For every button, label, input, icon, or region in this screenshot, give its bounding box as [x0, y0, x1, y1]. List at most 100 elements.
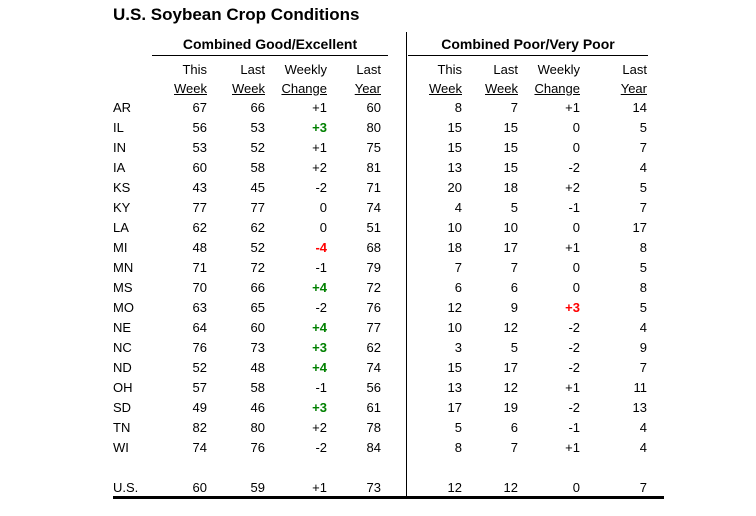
- ge-this-week-value: 43: [192, 180, 207, 195]
- ge-year-header-2: Year: [354, 81, 381, 96]
- table-row: AR 67 66 +1 60 8 7 +1 14: [113, 98, 647, 118]
- pvp-last-year-value: 5: [639, 180, 647, 195]
- table-row: ND 52 48 +4 74 15 17 -2 7: [113, 358, 647, 378]
- ge-last-week-value: 72: [250, 260, 265, 275]
- pvp-last-week-value: 5: [510, 340, 518, 355]
- ge-this-week-value: 71: [192, 260, 207, 275]
- pvp-this-header-1: This: [437, 62, 462, 77]
- pvp-weekly-change-value: -2: [568, 320, 580, 335]
- pvp-this-week-value: 15: [447, 120, 462, 135]
- ge-weekly-change-value: -2: [315, 300, 327, 315]
- pvp-this-week-value: 10: [447, 220, 462, 235]
- pvp-last-week-value: 12: [503, 480, 518, 495]
- state-label: MO: [113, 300, 134, 315]
- ge-weekly-change-value: -1: [315, 380, 327, 395]
- ge-last-week-value: 48: [250, 360, 265, 375]
- table-row-us-total: U.S. 60 59 +1 73 12 12 0 7: [113, 478, 647, 498]
- table-row: IA 60 58 +2 81 13 15 -2 4: [113, 158, 647, 178]
- state-label: ND: [113, 360, 132, 375]
- section-gap: [381, 178, 406, 198]
- pvp-last-year-value: 5: [639, 120, 647, 135]
- ge-last-header-1: Last: [240, 62, 265, 77]
- table-row: TN 82 80 +2 78 5 6 -1 4: [113, 418, 647, 438]
- pvp-weekly-change-value: 0: [572, 260, 580, 275]
- pvp-last-week-value: 5: [510, 200, 518, 215]
- ge-weekly-change-value: +3: [312, 400, 327, 415]
- ge-last-week-value: 59: [250, 480, 265, 495]
- pvp-weekly-change-value: -1: [568, 420, 580, 435]
- table-bottom-rule: [113, 496, 664, 499]
- pvp-this-week-value: 8: [454, 440, 462, 455]
- ge-weekly-change-value: -2: [315, 440, 327, 455]
- pvp-this-week-value: 10: [447, 320, 462, 335]
- section-gap: [381, 318, 406, 338]
- ge-last-year-value: 78: [366, 420, 381, 435]
- ge-change-header-2: Change: [281, 81, 327, 96]
- table-row: IN 53 52 +1 75 15 15 0 7: [113, 138, 647, 158]
- state-label: LA: [113, 220, 129, 235]
- pvp-last-year-value: 5: [639, 260, 647, 275]
- ge-weekly-change-value: +1: [312, 140, 327, 155]
- ge-last-year-value: 81: [366, 160, 381, 175]
- pvp-weekly-change-value: +1: [565, 240, 580, 255]
- section-gap: [381, 238, 406, 258]
- pvp-this-week-value: 12: [447, 480, 462, 495]
- section-header-poor-very-poor: Combined Poor/Very Poor: [408, 36, 648, 56]
- table-row: NE 64 60 +4 77 10 12 -2 4: [113, 318, 647, 338]
- ge-this-week-value: 76: [192, 340, 207, 355]
- table-row: MO 63 65 -2 76 12 9 +3 5: [113, 298, 647, 318]
- pvp-weekly-change-value: 0: [572, 220, 580, 235]
- ge-last-year-value: 74: [366, 360, 381, 375]
- ge-this-week-value: 67: [192, 100, 207, 115]
- ge-last-year-value: 75: [366, 140, 381, 155]
- ge-lastyear-header-1: Last: [356, 62, 381, 77]
- ge-this-week-value: 60: [192, 160, 207, 175]
- ge-this-week-value: 64: [192, 320, 207, 335]
- pvp-last-week-value: 6: [510, 420, 518, 435]
- table-row: MI 48 52 -4 68 18 17 +1 8: [113, 238, 647, 258]
- state-label: IN: [113, 140, 126, 155]
- ge-last-year-value: 76: [366, 300, 381, 315]
- pvp-last-year-value: 7: [639, 480, 647, 495]
- state-label: MI: [113, 240, 128, 255]
- pvp-weekly-change-value: -2: [568, 340, 580, 355]
- pvp-weekly-change-value: -2: [568, 360, 580, 375]
- ge-last-year-value: 61: [366, 400, 381, 415]
- section-gap: [381, 60, 406, 79]
- pvp-weekly-change-value: +1: [565, 440, 580, 455]
- pvp-this-week-value: 20: [447, 180, 462, 195]
- ge-last-week-value: 45: [250, 180, 265, 195]
- ge-this-week-value: 62: [192, 220, 207, 235]
- pvp-last-year-value: 13: [632, 400, 647, 415]
- section-gap: [381, 298, 406, 318]
- pvp-this-week-value: 18: [447, 240, 462, 255]
- pvp-this-week-value: 4: [454, 200, 462, 215]
- state-label: IA: [113, 160, 126, 175]
- state-label: NC: [113, 340, 132, 355]
- ge-weekly-change-value: 0: [319, 200, 327, 215]
- section-gap: [381, 278, 406, 298]
- pvp-week-header-2: Week: [429, 81, 462, 96]
- section-gap: [381, 79, 406, 98]
- ge-last-year-value: 74: [366, 200, 381, 215]
- ge-weekly-change-value: +2: [312, 420, 327, 435]
- pvp-last-year-value: 17: [632, 220, 647, 235]
- ge-last-week-value: 53: [250, 120, 265, 135]
- ge-this-week-value: 52: [192, 360, 207, 375]
- table-row: SD 49 46 +3 61 17 19 -2 13: [113, 398, 647, 418]
- ge-last-week-value: 58: [250, 380, 265, 395]
- state-label: KY: [113, 200, 131, 215]
- pvp-last-year-value: 7: [639, 360, 647, 375]
- table-row: MN 71 72 -1 79 7 7 0 5: [113, 258, 647, 278]
- ge-last-week-value: 80: [250, 420, 265, 435]
- pvp-last-year-value: 4: [639, 420, 647, 435]
- pvp-weekly-change-value: +1: [565, 380, 580, 395]
- pvp-weekly-change-value: -1: [568, 200, 580, 215]
- section-gap: [381, 378, 406, 398]
- ge-this-week-value: 60: [192, 480, 207, 495]
- pvp-weekly-change-value: -2: [568, 400, 580, 415]
- pvp-last-header-1: Last: [493, 62, 518, 77]
- pvp-this-week-value: 6: [454, 280, 462, 295]
- column-header-row-2: Week Week Change Year Week Week Change Y…: [113, 79, 647, 98]
